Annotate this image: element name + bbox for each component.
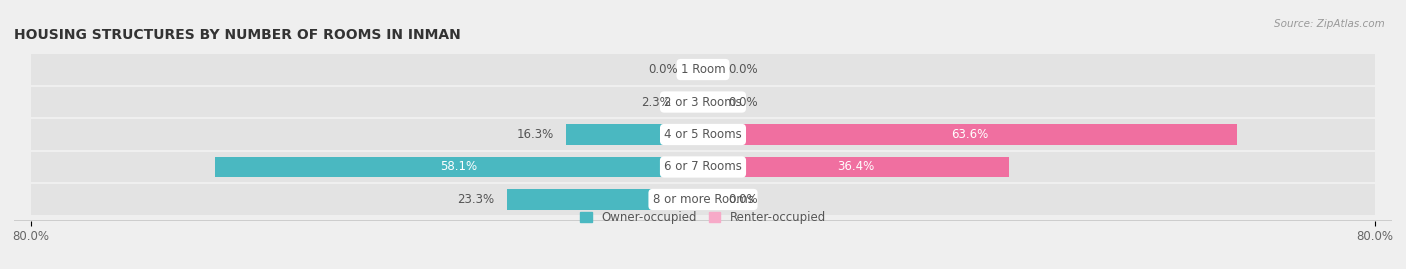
Text: 23.3%: 23.3%: [457, 193, 495, 206]
Text: 2.3%: 2.3%: [641, 95, 671, 108]
Text: 16.3%: 16.3%: [516, 128, 554, 141]
Text: 4 or 5 Rooms: 4 or 5 Rooms: [664, 128, 742, 141]
Bar: [31, 152, 1375, 182]
Text: 0.0%: 0.0%: [648, 63, 678, 76]
Legend: Owner-occupied, Renter-occupied: Owner-occupied, Renter-occupied: [575, 206, 831, 228]
Bar: [31, 87, 1375, 117]
Bar: [215, 157, 703, 177]
Bar: [31, 119, 1375, 150]
Text: 0.0%: 0.0%: [728, 63, 758, 76]
Text: 0.0%: 0.0%: [728, 193, 758, 206]
Text: HOUSING STRUCTURES BY NUMBER OF ROOMS IN INMAN: HOUSING STRUCTURES BY NUMBER OF ROOMS IN…: [14, 28, 461, 42]
Text: 2 or 3 Rooms: 2 or 3 Rooms: [664, 95, 742, 108]
Bar: [31, 184, 1375, 215]
Text: Source: ZipAtlas.com: Source: ZipAtlas.com: [1274, 19, 1385, 29]
Bar: [683, 92, 703, 112]
Text: 1 Room: 1 Room: [681, 63, 725, 76]
Bar: [703, 157, 1010, 177]
Text: 6 or 7 Rooms: 6 or 7 Rooms: [664, 161, 742, 174]
Bar: [31, 54, 1375, 85]
Text: 0.0%: 0.0%: [728, 95, 758, 108]
Text: 63.6%: 63.6%: [952, 128, 988, 141]
Bar: [508, 189, 703, 210]
Bar: [567, 125, 703, 144]
Text: 58.1%: 58.1%: [440, 161, 478, 174]
Text: 8 or more Rooms: 8 or more Rooms: [652, 193, 754, 206]
Text: 36.4%: 36.4%: [838, 161, 875, 174]
Bar: [703, 125, 1237, 144]
